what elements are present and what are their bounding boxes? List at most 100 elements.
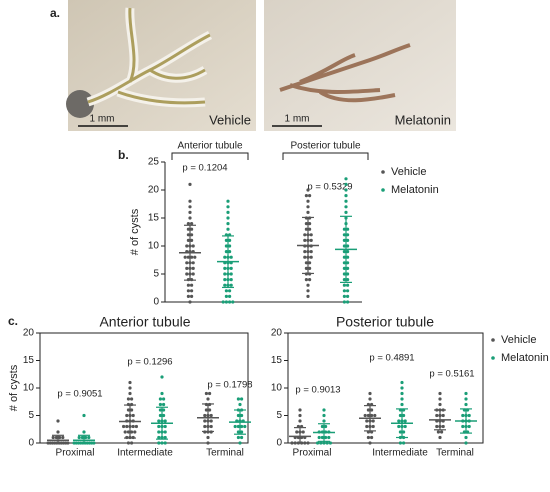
data-point [188, 210, 192, 214]
data-point [342, 266, 346, 270]
data-point [295, 430, 299, 434]
data-point [342, 255, 346, 259]
data-point [403, 419, 407, 423]
data-point [342, 294, 346, 298]
data-point [185, 266, 189, 270]
data-point [223, 255, 227, 259]
data-point [233, 424, 237, 429]
data-point [319, 441, 323, 445]
data-point [224, 289, 228, 293]
data-point [228, 244, 232, 248]
data-point [238, 402, 242, 407]
data-point [61, 435, 65, 440]
photo-vehicle: 1 mm Vehicle [66, 0, 256, 131]
data-point [160, 375, 164, 379]
data-point [54, 435, 59, 440]
data-point [402, 441, 406, 445]
data-point [191, 266, 195, 270]
data-point [400, 380, 404, 385]
legend-marker [491, 356, 495, 360]
data-point [186, 283, 190, 287]
data-point [342, 278, 346, 282]
data-point [308, 278, 312, 282]
data-point [322, 408, 326, 412]
x-tick-label: Proximal [56, 448, 95, 459]
data-point [186, 255, 190, 259]
p-value: p = 0.5329 [307, 182, 352, 193]
y-tick-label: 5 [276, 410, 282, 421]
data-point [203, 424, 207, 429]
data-point [400, 402, 404, 407]
data-point [206, 441, 210, 445]
data-point [308, 261, 312, 265]
data-point [368, 391, 372, 396]
data-point [322, 441, 326, 445]
data-point [208, 408, 212, 412]
data-point [133, 430, 137, 434]
data-point [397, 419, 401, 423]
data-point [306, 289, 310, 293]
data-point [77, 435, 81, 440]
data-point [64, 441, 68, 445]
data-point [131, 413, 135, 418]
bracket-label: Posterior tubule [290, 141, 360, 152]
data-point [398, 441, 402, 445]
data-point [223, 272, 227, 276]
data-point [224, 244, 228, 248]
data-point [226, 199, 230, 203]
data-point [342, 238, 346, 242]
data-point [128, 380, 132, 385]
legend-label: Vehicle [391, 166, 426, 178]
data-point [84, 435, 88, 440]
data-point [185, 261, 189, 265]
data-point [306, 199, 310, 203]
data-point [402, 413, 406, 418]
data-point [223, 266, 227, 270]
data-point [370, 435, 374, 440]
data-point [327, 435, 331, 440]
data-point [158, 408, 162, 412]
p-value: p = 0.1204 [182, 163, 227, 174]
data-point [342, 300, 346, 304]
data-point [72, 441, 76, 445]
data-point [324, 435, 328, 440]
legend-label: Melatonin [391, 184, 439, 196]
data-point [190, 255, 194, 259]
data-point [298, 419, 302, 423]
data-point [322, 419, 326, 423]
y-tick-label: 20 [23, 328, 35, 339]
data-point [203, 413, 207, 418]
panel-label: a. [50, 6, 60, 20]
data-point [316, 441, 320, 445]
data-point [365, 424, 369, 429]
x-tick-label: Terminal [436, 448, 474, 459]
data-point [464, 435, 468, 440]
data-point [204, 408, 208, 412]
data-point [126, 441, 130, 445]
data-point [368, 441, 372, 445]
data-point [304, 227, 308, 231]
data-point [240, 430, 244, 434]
data-point [82, 430, 86, 434]
data-point [342, 250, 346, 254]
data-point [206, 397, 210, 401]
data-point [324, 424, 328, 429]
data-point [190, 289, 194, 293]
data-point [162, 408, 166, 412]
y-tick-label: 0 [153, 297, 159, 308]
data-point [188, 182, 192, 186]
data-point [304, 266, 308, 270]
data-point [240, 397, 244, 401]
bracket-label: Anterior tubule [177, 141, 242, 152]
data-point [58, 435, 62, 440]
data-point [240, 435, 244, 440]
data-point [226, 216, 230, 220]
y-tick-label: 5 [153, 269, 159, 280]
data-point [344, 177, 348, 181]
data-point [304, 278, 308, 282]
data-point [464, 391, 468, 396]
data-point [191, 272, 195, 276]
data-point [236, 430, 240, 434]
data-point [306, 210, 310, 214]
data-point [346, 261, 350, 265]
